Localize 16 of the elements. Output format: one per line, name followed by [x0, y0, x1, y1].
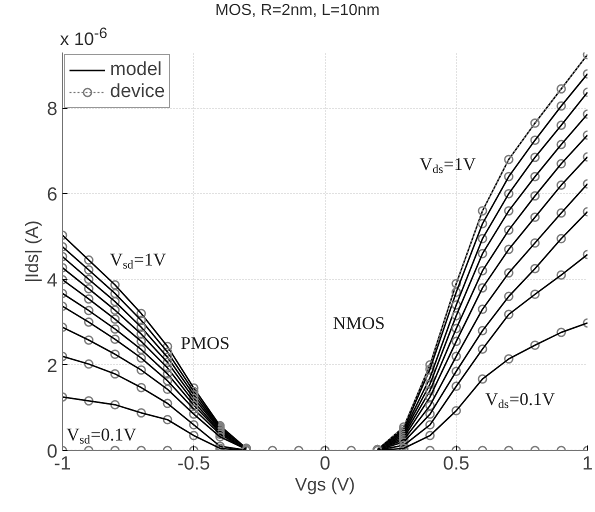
y-tick-label: 4 [46, 270, 58, 292]
y-tick-label: 8 [46, 99, 58, 120]
legend-label: device [110, 81, 165, 103]
annotation: PMOS [180, 333, 230, 354]
y-tick-label: 2 [46, 356, 58, 377]
x-tick-label: -0.5 [177, 454, 210, 474]
x-axis-title: Vgs (V) [294, 474, 356, 494]
y-tick-label: 6 [46, 184, 58, 206]
annotation: NMOS [332, 313, 385, 334]
x-tick-label: 1 [582, 454, 593, 474]
y-axis-title: |Ids| (A) [22, 220, 42, 283]
text: x 10$^{-6}$ [60, 24, 108, 50]
chart-title: MOS, R=2nm, L=10nm [214, 1, 381, 21]
legend-label: model [110, 59, 162, 81]
x-tick-label: 0 [320, 454, 330, 474]
x-tick-label: 0.5 [443, 454, 470, 474]
